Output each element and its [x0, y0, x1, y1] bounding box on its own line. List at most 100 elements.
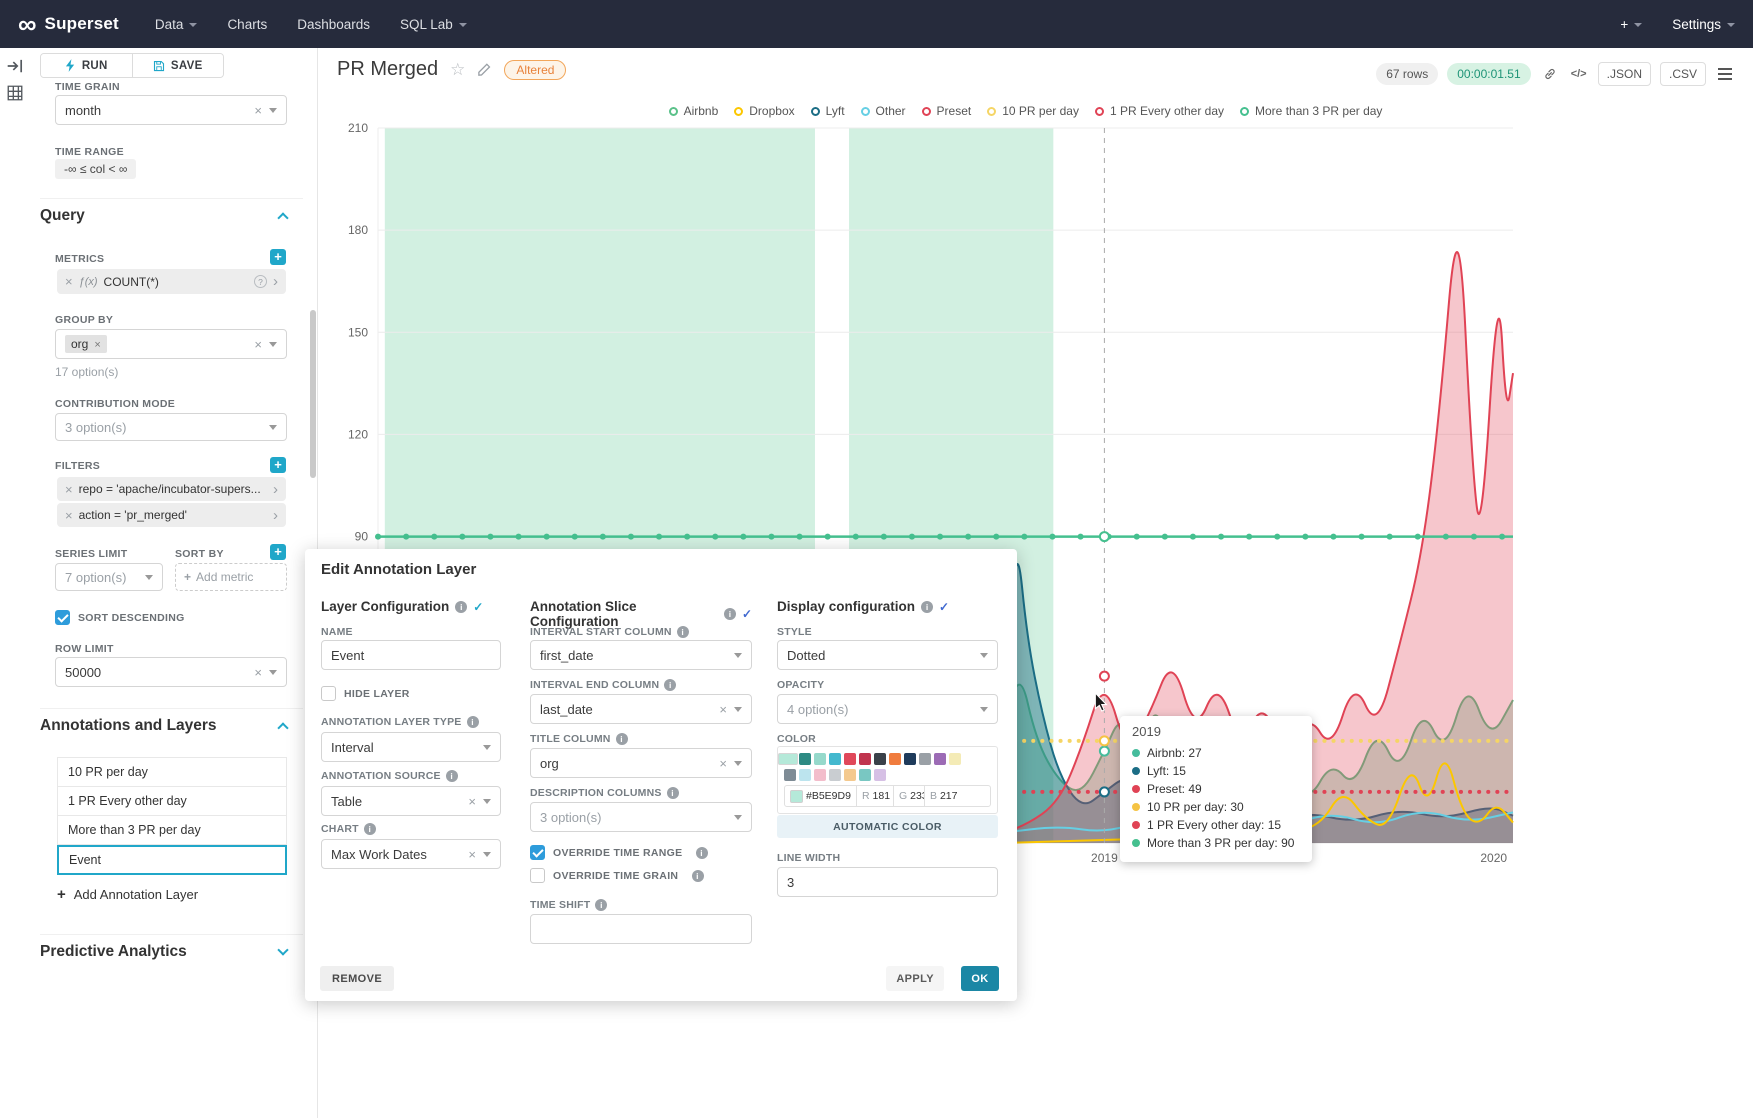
- info-icon[interactable]: [676, 626, 689, 638]
- share-link-icon[interactable]: [1540, 62, 1560, 86]
- color-swatch[interactable]: [829, 753, 841, 765]
- save-button[interactable]: SAVE: [131, 54, 223, 77]
- checkbox-checked-icon[interactable]: [55, 610, 70, 625]
- color-swatch[interactable]: [934, 753, 946, 765]
- ok-button[interactable]: OK: [961, 966, 999, 991]
- remove-button[interactable]: REMOVE: [320, 966, 395, 991]
- expand-caret-icon[interactable]: [273, 274, 278, 289]
- info-icon[interactable]: [664, 679, 677, 691]
- sort-by-add-metric[interactable]: Add metric: [175, 563, 287, 591]
- superset-logo[interactable]: ∞ Superset: [18, 11, 119, 37]
- add-metric-button[interactable]: [270, 249, 286, 265]
- legend-item[interactable]: Other: [860, 104, 906, 118]
- add-annotation-layer-button[interactable]: Add Annotation Layer: [57, 886, 198, 903]
- description-columns-select[interactable]: 3 option(s): [530, 802, 752, 832]
- panel-scrollbar[interactable]: [310, 310, 316, 478]
- run-button[interactable]: RUN: [41, 54, 132, 77]
- legend-item[interactable]: 10 PR per day: [987, 104, 1079, 118]
- embed-code-icon[interactable]: </>: [1570, 68, 1587, 80]
- group-by-select[interactable]: org: [55, 329, 287, 359]
- title-column-select[interactable]: org: [530, 748, 752, 778]
- color-swatch[interactable]: [799, 769, 811, 781]
- remove-icon[interactable]: [94, 337, 100, 351]
- color-swatch[interactable]: [778, 753, 798, 765]
- clear-icon[interactable]: [719, 703, 727, 716]
- clear-icon[interactable]: [254, 338, 262, 351]
- override-time-range-checkbox[interactable]: OVERRIDE TIME RANGE: [530, 845, 708, 860]
- legend-item[interactable]: Dropbox: [734, 104, 795, 118]
- legend-item[interactable]: Lyft: [810, 104, 845, 118]
- info-icon[interactable]: [921, 600, 934, 613]
- expand-caret-icon[interactable]: [273, 508, 278, 523]
- annotation-layer-item[interactable]: 10 PR per day: [57, 758, 287, 787]
- color-swatch[interactable]: [799, 753, 811, 765]
- interval-end-select[interactable]: last_date: [530, 694, 752, 724]
- nav-add-button[interactable]: +: [1620, 17, 1643, 32]
- contribution-mode-select[interactable]: 3 option(s): [55, 413, 287, 441]
- annotations-section-header[interactable]: Annotations and Layers: [40, 717, 289, 735]
- color-swatch[interactable]: [859, 769, 871, 781]
- checkbox-icon[interactable]: [530, 868, 545, 883]
- color-swatch[interactable]: [874, 769, 886, 781]
- annotation-layer-item[interactable]: More than 3 PR per day: [57, 816, 287, 845]
- annotation-layer-type-select[interactable]: Interval: [321, 732, 501, 762]
- clear-icon[interactable]: [468, 795, 476, 808]
- nav-dashboards[interactable]: Dashboards: [297, 17, 370, 32]
- remove-icon[interactable]: [65, 483, 73, 496]
- info-icon[interactable]: [363, 823, 376, 835]
- nav-charts[interactable]: Charts: [227, 17, 267, 32]
- expand-caret-icon[interactable]: [273, 482, 278, 497]
- favorite-star-icon[interactable]: [450, 60, 465, 80]
- automatic-color-button[interactable]: AUTOMATIC COLOR: [777, 815, 998, 838]
- color-swatch[interactable]: [784, 769, 796, 781]
- interval-start-select[interactable]: first_date: [530, 640, 752, 670]
- time-grain-select[interactable]: month: [55, 95, 287, 125]
- info-icon[interactable]: [445, 770, 458, 782]
- clear-icon[interactable]: [719, 757, 727, 770]
- line-width-input[interactable]: [777, 867, 998, 897]
- sort-descending-checkbox[interactable]: SORT DESCENDING: [55, 610, 185, 625]
- color-swatch[interactable]: [844, 753, 856, 765]
- group-by-chip[interactable]: org: [65, 335, 107, 353]
- nav-settings[interactable]: Settings: [1672, 17, 1735, 32]
- annotation-layer-item[interactable]: 1 PR Every other day: [57, 787, 287, 816]
- help-icon[interactable]: [254, 275, 267, 288]
- clear-icon[interactable]: [468, 848, 476, 861]
- filter-chip[interactable]: repo = 'apache/incubator-supers...: [57, 477, 286, 501]
- predictive-section-header[interactable]: Predictive Analytics: [40, 943, 289, 961]
- annotation-layer-item[interactable]: Event: [57, 845, 287, 875]
- legend-item[interactable]: 1 PR Every other day: [1094, 104, 1224, 118]
- remove-icon[interactable]: [65, 275, 73, 288]
- add-sort-metric-button[interactable]: [270, 544, 286, 560]
- info-icon[interactable]: [691, 869, 704, 882]
- edit-icon[interactable]: [477, 62, 492, 77]
- time-shift-input[interactable]: [530, 914, 752, 944]
- color-swatch[interactable]: [889, 753, 901, 765]
- remove-icon[interactable]: [65, 509, 73, 522]
- color-swatch[interactable]: [814, 753, 826, 765]
- apply-button[interactable]: APPLY: [886, 966, 944, 991]
- info-icon[interactable]: [466, 716, 479, 728]
- info-icon[interactable]: [695, 846, 708, 859]
- info-icon[interactable]: [723, 608, 736, 620]
- style-select[interactable]: Dotted: [777, 640, 998, 670]
- legend-item[interactable]: More than 3 PR per day: [1240, 104, 1382, 118]
- altered-badge[interactable]: Altered: [504, 59, 567, 80]
- info-icon[interactable]: [666, 787, 679, 799]
- clear-icon[interactable]: [254, 666, 262, 679]
- row-limit-select[interactable]: 50000: [55, 657, 287, 687]
- checkbox-icon[interactable]: [321, 686, 336, 701]
- add-filter-button[interactable]: [270, 457, 286, 473]
- export-csv-button[interactable]: .CSV: [1659, 62, 1706, 86]
- color-swatch[interactable]: [949, 753, 961, 765]
- color-swatch[interactable]: [904, 753, 916, 765]
- annotation-source-select[interactable]: Table: [321, 786, 501, 816]
- legend-item[interactable]: Preset: [921, 104, 971, 118]
- color-swatch[interactable]: [874, 753, 886, 765]
- info-icon[interactable]: [455, 600, 468, 613]
- time-range-chip[interactable]: -∞ ≤ col < ∞: [55, 159, 137, 179]
- color-swatch[interactable]: [919, 753, 931, 765]
- series-limit-select[interactable]: 7 option(s): [55, 563, 163, 591]
- chart-select[interactable]: Max Work Dates: [321, 839, 501, 869]
